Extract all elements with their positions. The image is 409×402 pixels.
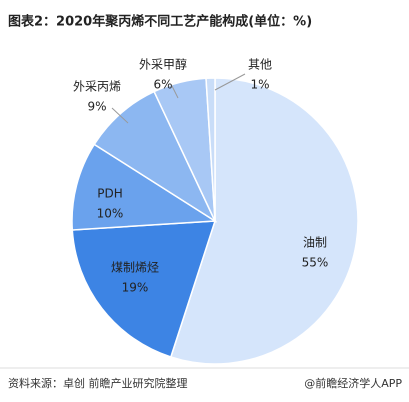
value-label: 19% [122,281,149,295]
value-label: 1% [250,78,269,92]
value-label: 10% [97,207,124,221]
value-label: 6% [153,78,172,92]
slice-label: 油制 [303,236,327,250]
pie-slice [205,77,216,222]
pie [71,77,359,365]
slice-label: PDH [97,187,123,201]
source: 资料来源：卓创 前瞻产业研究院整理 [8,376,188,390]
credit: @前瞻经济学人APP [304,376,402,390]
pie-slice [93,90,217,224]
chart-title: 图表2：2020年聚丙烯不同工艺产能构成(单位：%) [8,14,312,30]
leader-line [171,85,179,99]
pie-slice [71,220,217,358]
pie-slice [169,77,359,365]
value-label: 55% [302,256,329,270]
slice-label: 煤制烯烃 [111,261,159,275]
slice-label: 其他 [248,58,272,72]
slice-label: 外采甲醇 [139,57,187,72]
pie-slice [71,143,218,231]
value-label: 9% [87,100,106,114]
leader-line [214,73,246,91]
slice-label: 外采丙烯 [73,80,121,94]
leader-line [111,107,129,124]
